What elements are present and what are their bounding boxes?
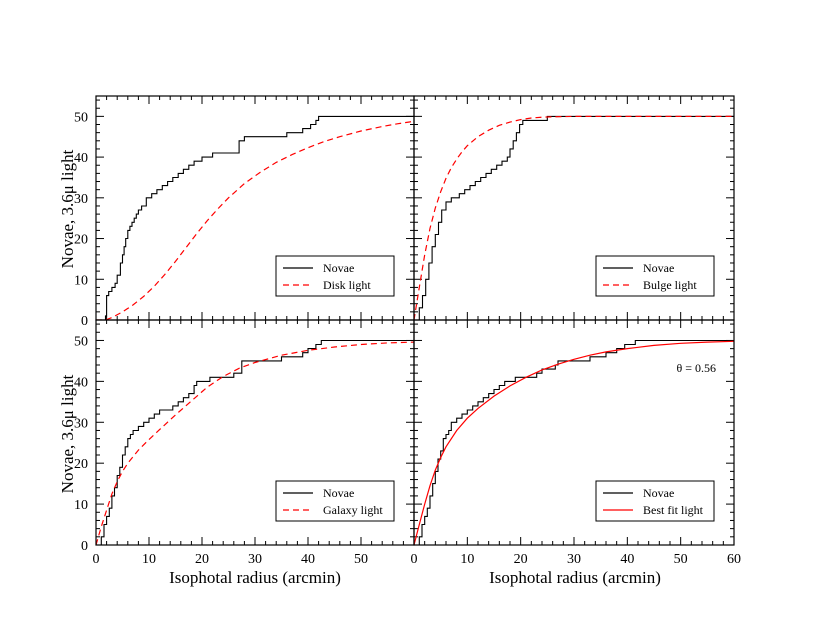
y-tick-label: 40 <box>74 375 88 390</box>
legend-label: Bulge light <box>643 278 697 292</box>
panel-top-right: Novae Bulge light <box>413 95 735 321</box>
y-tick-label: 50 <box>74 110 88 125</box>
panel-frame <box>413 319 735 546</box>
panel-top-left: 0 10 20 30 40 50 Novae Disk light <box>74 95 415 329</box>
legend-label: Novae <box>643 261 674 275</box>
series-line-novae <box>96 339 414 545</box>
x-tick-label: 10 <box>142 552 156 567</box>
legend-label: Novae <box>643 486 674 500</box>
x-tick-label: 50 <box>674 552 688 567</box>
legend-top-right: Novae Bulge light <box>595 255 715 297</box>
x-tick-label: 40 <box>301 552 315 567</box>
y-tick-label: 30 <box>74 192 88 207</box>
x-tick-label: 30 <box>567 552 581 567</box>
legend-label: Novae <box>323 261 354 275</box>
legend-box <box>275 480 395 522</box>
y-axis-title-bottom: Novae, 3.6μ light <box>58 374 77 493</box>
legend-box <box>595 255 715 297</box>
x-tick-label: 0 <box>93 552 100 567</box>
legend-bottom-right: Novae Best fit light <box>595 480 715 522</box>
panel-bottom-left: 0 10 20 30 40 50 0 10 20 30 40 50 Novae Galaxy light <box>74 319 415 567</box>
y-tick-label: 20 <box>74 233 88 248</box>
series-line-novae <box>96 115 414 320</box>
x-tick-label: 50 <box>354 552 368 567</box>
panel-bottom-right: 0 10 20 30 40 50 60 Novae Best fit light θ = 0.56 <box>411 319 741 567</box>
x-tick-label: 0 <box>411 552 418 567</box>
legend-bottom-left: Novae Galaxy light <box>275 480 395 522</box>
x-tick-label: 60 <box>727 552 741 567</box>
legend-label: Best fit light <box>643 503 704 517</box>
series-line-galaxy-light <box>96 341 414 545</box>
legend-box <box>275 255 395 297</box>
x-tick-label: 40 <box>620 552 634 567</box>
legend-top-left: Novae Disk light <box>275 255 395 297</box>
x-axis-title-right: Isophotal radius (arcmin) <box>489 568 661 587</box>
series-line-best-fit-light <box>414 340 734 545</box>
panels-group: 0 10 20 30 40 50 Novae Disk light Novae Bulge lig… <box>74 95 741 567</box>
y-tick-label: 10 <box>74 498 88 513</box>
legend-box <box>595 480 715 522</box>
x-tick-label: 20 <box>195 552 209 567</box>
x-tick-label: 20 <box>514 552 528 567</box>
x-tick-label: 10 <box>460 552 474 567</box>
y-axis-title-top: Novae, 3.6μ light <box>58 149 77 268</box>
series-line-novae <box>414 115 734 320</box>
y-tick-label: 0 <box>81 314 88 329</box>
legend-label: Novae <box>323 486 354 500</box>
legend-label: Galaxy light <box>323 503 383 517</box>
y-tick-label: 30 <box>74 416 88 431</box>
theta-annotation: θ = 0.56 <box>676 361 716 375</box>
y-tick-label: 20 <box>74 457 88 472</box>
y-tick-label: 0 <box>81 539 88 554</box>
legend-label: Disk light <box>323 278 371 292</box>
y-tick-label: 50 <box>74 334 88 349</box>
y-tick-label: 10 <box>74 273 88 288</box>
series-line-bulge-light <box>414 115 734 320</box>
y-tick-label: 40 <box>74 151 88 166</box>
x-axis-title-left: Isophotal radius (arcmin) <box>169 568 341 587</box>
x-tick-label: 30 <box>248 552 262 567</box>
series-line-disk-light <box>96 120 414 320</box>
